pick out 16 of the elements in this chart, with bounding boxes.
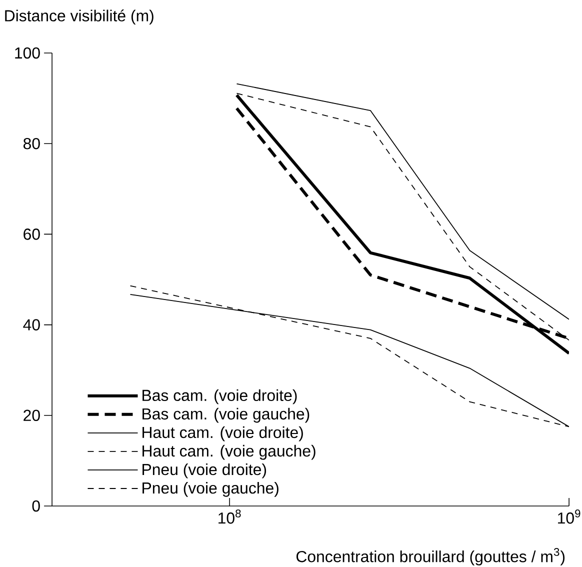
legend-label: Haut cam. (voie gauche): [142, 444, 316, 460]
y-tick-label: 60: [24, 228, 40, 240]
y-tick-label: 20: [24, 410, 40, 422]
legend-label: Bas cam. (voie droite): [142, 389, 297, 404]
legend-label: Haut cam. (voie droite): [142, 426, 303, 442]
x-axis-title: Concentration brouillard (gouttes / m$^{3}$): [296, 548, 565, 566]
x-tick-label: 10$^{9}$: [558, 510, 580, 524]
y-tick-label: 100: [15, 47, 40, 59]
legend-label: Pneu (voie droite): [142, 463, 266, 478]
y-tick-label: 40: [23, 319, 40, 330]
legend-label: Pneu (voie gauche): [142, 482, 278, 497]
x-tick-label: 10$^{8}$: [218, 510, 241, 524]
legend-label: Bas cam. (voie gauche): [142, 408, 310, 423]
y-tick-label: 0: [32, 500, 40, 512]
y-tick-label: 80: [23, 138, 40, 150]
y-axis-title: Distance visibilité (m): [5, 10, 154, 25]
